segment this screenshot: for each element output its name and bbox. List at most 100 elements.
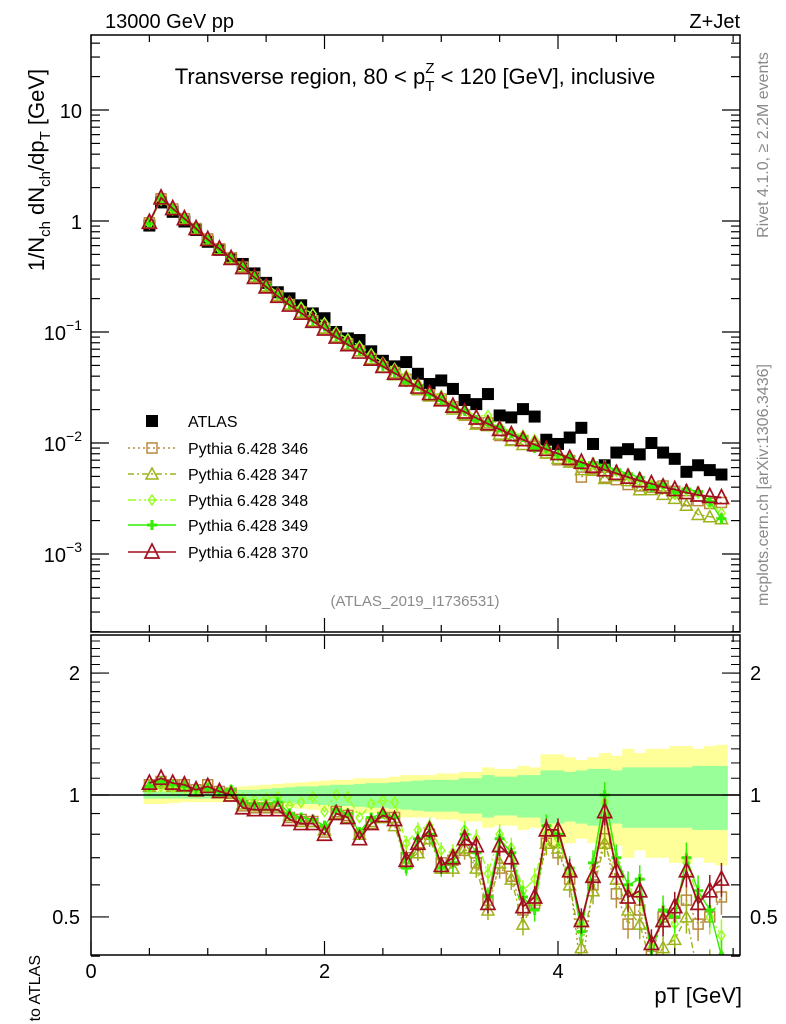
ratio-point-348 <box>530 872 540 886</box>
band-inner-bin <box>528 775 541 818</box>
ratio-point-370 <box>339 807 357 825</box>
series-point-347 <box>620 473 636 487</box>
series-point-370 <box>561 448 579 466</box>
series-point-347 <box>574 462 589 476</box>
band-inner-bin <box>575 770 588 824</box>
series-point-370 <box>432 389 450 407</box>
legend-label: Pythia 6.428 348 <box>188 493 308 510</box>
ratio-point-370 <box>292 813 310 831</box>
legend: ATLAS Pythia 6.428 346 Pythia 6.428 347 Pyt… <box>128 414 308 562</box>
series-point-370 <box>444 396 462 413</box>
ratio-point-349 <box>167 779 178 790</box>
series-point-347 <box>515 436 531 451</box>
ratio-point-370 <box>584 866 602 884</box>
series-point-347 <box>632 482 647 496</box>
ratio-line-346 <box>149 780 723 955</box>
atlas-data-point <box>657 446 670 459</box>
ratio-point-370 <box>257 799 275 817</box>
series-point-370 <box>246 267 263 285</box>
series-point-370 <box>187 218 205 236</box>
atlas-data-point <box>703 464 716 477</box>
ratio-point-347 <box>445 860 461 874</box>
series-point-347 <box>492 426 507 440</box>
ratio-point-348 <box>320 805 329 818</box>
atlas-data-point <box>528 410 541 423</box>
atlas-data-point <box>715 468 728 481</box>
x-tick-label: 2 <box>319 961 330 983</box>
ratio-y-tick-label: 0.5 <box>52 907 80 929</box>
x-tick-label: 0 <box>85 961 96 983</box>
atlas-data-point <box>563 431 576 444</box>
band-inner-bin <box>657 767 670 828</box>
ratio-point-349 <box>716 951 727 955</box>
series-point-370 <box>199 229 217 247</box>
series-point-370 <box>701 486 719 504</box>
ratio-point-370 <box>526 887 544 904</box>
series-point-347 <box>585 462 601 476</box>
atlas-data-point <box>587 437 600 450</box>
band-inner-bin <box>470 778 483 814</box>
ratio-point-370 <box>643 933 660 951</box>
series-point-370 <box>339 334 357 352</box>
ratio-y-tick-label-right: 2 <box>750 663 761 685</box>
band-inner-bin <box>458 778 471 814</box>
band-inner-bin <box>633 767 647 828</box>
band-inner-bin <box>715 765 728 830</box>
ratio-point-348 <box>355 811 364 824</box>
legend-marker <box>147 493 157 507</box>
ratio-point-370 <box>246 799 263 817</box>
ratio-point-370 <box>164 773 182 790</box>
header-right: Z+Jet <box>689 11 740 33</box>
ratio-point-347 <box>597 835 612 850</box>
ratio-point-370 <box>362 813 380 831</box>
band-inner-bin <box>517 775 530 818</box>
band-inner-bin <box>692 765 705 830</box>
ratio-point-370 <box>561 860 579 878</box>
atlas-data-point <box>610 446 623 459</box>
band-inner-bin <box>645 767 658 828</box>
ratio-point-347 <box>457 840 472 854</box>
ratio-panel-marks <box>140 768 730 970</box>
y-axis-label: 1/Nch dNch/dpT [GeV] <box>24 69 54 271</box>
ratio-point-348 <box>378 794 388 807</box>
series-point-346 <box>575 471 588 483</box>
atlas-data-point <box>411 367 424 380</box>
legend-atlas-marker <box>146 415 158 427</box>
atlas-data-point <box>633 448 646 461</box>
ratio-point-347 <box>645 959 657 970</box>
legend-label-atlas: ATLAS <box>188 414 238 431</box>
plot-title: Transverse region, 80 < pTZ < 120 [GeV],… <box>175 60 656 95</box>
main-panel-frame <box>90 34 741 633</box>
series-point-349 <box>144 218 155 229</box>
series-point-370 <box>362 349 380 366</box>
series-point-370 <box>140 212 158 230</box>
ratio-y-tick-label: 1 <box>69 785 80 807</box>
ratio-point-370 <box>596 801 614 819</box>
ratio-point-347 <box>655 940 671 954</box>
main-panel-marks <box>140 187 730 525</box>
ratio-point-370 <box>701 880 719 898</box>
ratio-point-370 <box>444 847 462 865</box>
ratio-point-370 <box>409 833 427 851</box>
band-inner-bin <box>587 768 600 826</box>
band-inner-bin <box>482 775 495 818</box>
y-tick-label: 10 <box>60 101 82 123</box>
series-point-370 <box>678 482 695 500</box>
atlas-data-point <box>645 437 658 449</box>
band-inner-bin <box>680 767 693 828</box>
ratio-point-370 <box>572 910 590 928</box>
ratio-point-348 <box>436 844 446 857</box>
atlas-data-point <box>493 409 506 422</box>
atlas-data-point <box>470 398 483 411</box>
ratio-point-370 <box>549 820 567 837</box>
ratio-point-370 <box>327 803 345 821</box>
ratio-point-370 <box>187 779 205 797</box>
series-point-370 <box>713 487 730 505</box>
ratio-point-347 <box>574 940 589 954</box>
atlas-data-point <box>575 421 588 434</box>
series-point-370 <box>234 257 252 275</box>
ratio-point-348 <box>296 795 306 809</box>
series-point-349 <box>716 513 727 524</box>
ratio-point-348 <box>366 797 376 811</box>
ratio-y-tick-label: 2 <box>69 663 80 685</box>
